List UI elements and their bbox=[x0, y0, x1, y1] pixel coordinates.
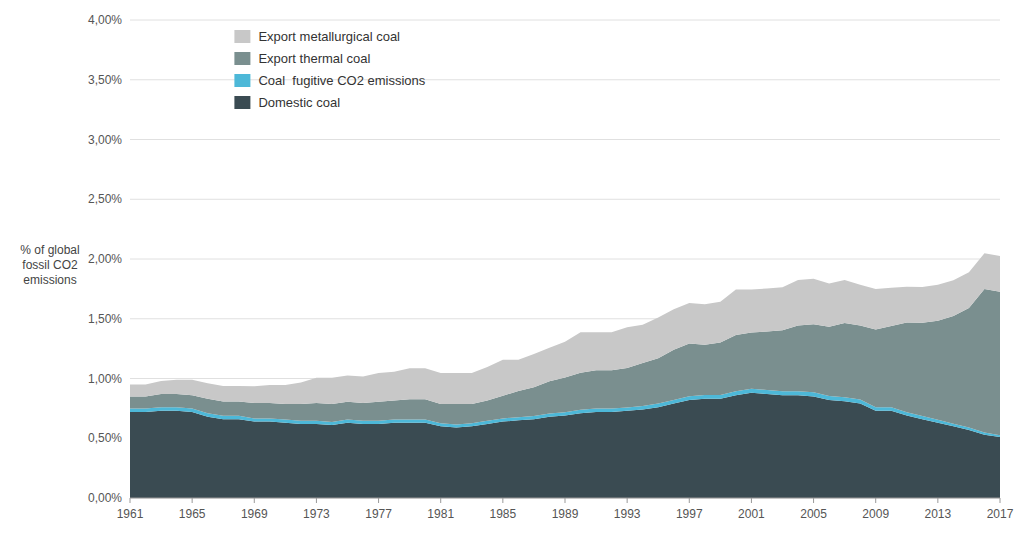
x-tick bbox=[130, 498, 131, 503]
grid-line bbox=[130, 259, 1000, 260]
x-tick bbox=[502, 498, 503, 503]
x-tick-label: 1969 bbox=[241, 507, 268, 521]
x-tick-label: 1973 bbox=[303, 507, 330, 521]
legend: Export metallurgical coal Export thermal … bbox=[234, 29, 425, 110]
legend-swatch bbox=[234, 74, 250, 87]
legend-swatch bbox=[234, 96, 250, 109]
x-tick bbox=[689, 498, 690, 503]
y-tick-label: 2,50% bbox=[88, 192, 122, 206]
chart: 0,00% 0,50% 1,00% 1,50% 2,00% 2,50% 3,00% 3,50%… bbox=[0, 0, 1024, 542]
y-tick-label: 3,00% bbox=[88, 133, 122, 147]
x-tick-label: 2005 bbox=[800, 507, 827, 521]
x-tick bbox=[813, 498, 814, 503]
y-axis-label: % of globalfossil CO2emissions bbox=[20, 243, 79, 287]
legend-label: Domestic coal bbox=[258, 95, 340, 110]
y-tick-label: 2,00% bbox=[88, 252, 122, 266]
legend-label: Coal fugitive CO2 emissions bbox=[258, 73, 425, 88]
x-tick-label: 1985 bbox=[490, 507, 517, 521]
y-grid bbox=[130, 20, 1000, 498]
grid-line bbox=[130, 20, 1000, 21]
legend-swatch bbox=[234, 30, 250, 43]
legend-label: Export thermal coal bbox=[258, 51, 370, 66]
x-tick-label: 2017 bbox=[987, 507, 1014, 521]
y-tick-label: 1,00% bbox=[88, 372, 122, 386]
x-tick bbox=[378, 498, 379, 503]
grid-line bbox=[130, 199, 1000, 200]
x-tick bbox=[254, 498, 255, 503]
x-tick bbox=[565, 498, 566, 503]
grid-line bbox=[130, 139, 1000, 140]
x-tick bbox=[1000, 498, 1001, 503]
legend-swatch bbox=[234, 52, 250, 65]
x-tick-label: 1981 bbox=[427, 507, 454, 521]
x-tick bbox=[627, 498, 628, 503]
x-tick-label: 1965 bbox=[179, 507, 206, 521]
legend-label: Export metallurgical coal bbox=[258, 29, 400, 44]
x-tick-label: 2013 bbox=[925, 507, 952, 521]
area bbox=[130, 253, 1000, 404]
x-tick bbox=[440, 498, 441, 503]
x-tick-label: 2009 bbox=[862, 507, 889, 521]
y-tick-label: 0,50% bbox=[88, 431, 122, 445]
x-tick-label: 1997 bbox=[676, 507, 703, 521]
areas bbox=[130, 253, 1000, 498]
y-tick-label: 1,50% bbox=[88, 312, 122, 326]
x-tick bbox=[192, 498, 193, 503]
x-tick-label: 2001 bbox=[738, 507, 765, 521]
x-tick-label: 1961 bbox=[117, 507, 144, 521]
y-tick-label: 4,00% bbox=[88, 13, 122, 27]
x-tick-label: 1993 bbox=[614, 507, 641, 521]
y-tick-label: 0,00% bbox=[88, 491, 122, 505]
x-tick bbox=[751, 498, 752, 503]
y-tick-label: 3,50% bbox=[88, 73, 122, 87]
x-tick-label: 1989 bbox=[552, 507, 579, 521]
x-tick bbox=[316, 498, 317, 503]
x-tick bbox=[875, 498, 876, 503]
x-tick-label: 1977 bbox=[365, 507, 392, 521]
x-tick bbox=[937, 498, 938, 503]
